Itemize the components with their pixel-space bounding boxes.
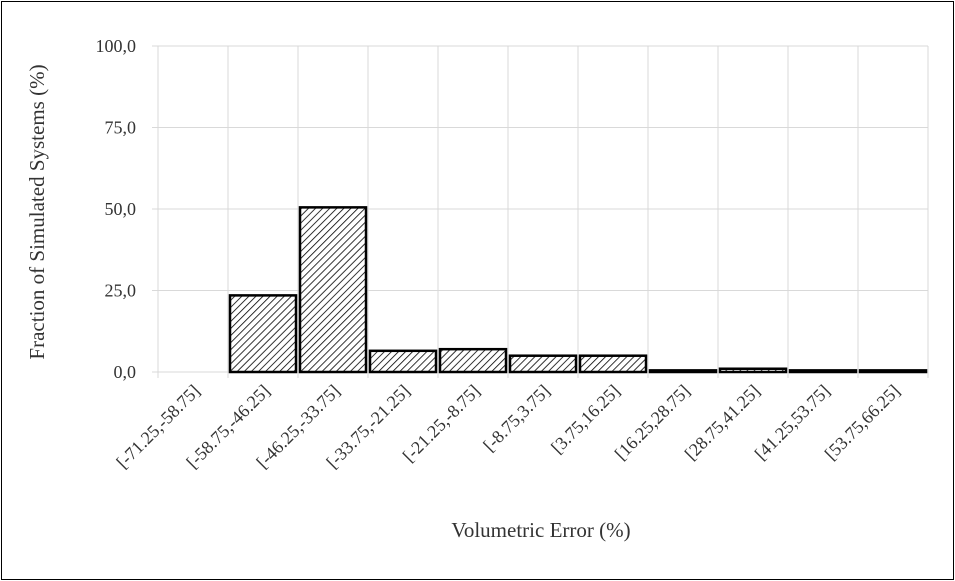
y-tick-labels: 0,0 25,0 50,0 75,0 100,0 (96, 36, 137, 382)
bar (438, 347, 508, 374)
y-tick-label: 0,0 (114, 362, 137, 382)
y-tick-label: 75,0 (105, 118, 137, 138)
bars (228, 206, 928, 374)
bar (368, 349, 438, 374)
x-tick-label: [-8.75,3.75] (479, 381, 554, 456)
y-tick-label: 50,0 (105, 199, 137, 219)
x-tick-label: [3.75,16.25] (547, 381, 624, 458)
bar (298, 206, 368, 374)
x-axis-title: Volumetric Error (%) (451, 518, 630, 542)
y-tick-label: 100,0 (96, 36, 137, 56)
bar (648, 369, 718, 374)
bar (788, 369, 858, 374)
y-tick-label: 25,0 (105, 281, 137, 301)
bar (228, 294, 298, 374)
x-tick-label: [53.75,66.25] (821, 381, 904, 464)
bar (578, 354, 648, 374)
bar (858, 369, 928, 374)
x-tick-labels: [-71.25,-58.75][-58.75,-46.25][-46.25,-3… (112, 381, 904, 473)
bar (718, 367, 788, 374)
y-axis-title: Fraction of Simulated Systems (%) (25, 64, 49, 359)
bar (508, 354, 578, 374)
